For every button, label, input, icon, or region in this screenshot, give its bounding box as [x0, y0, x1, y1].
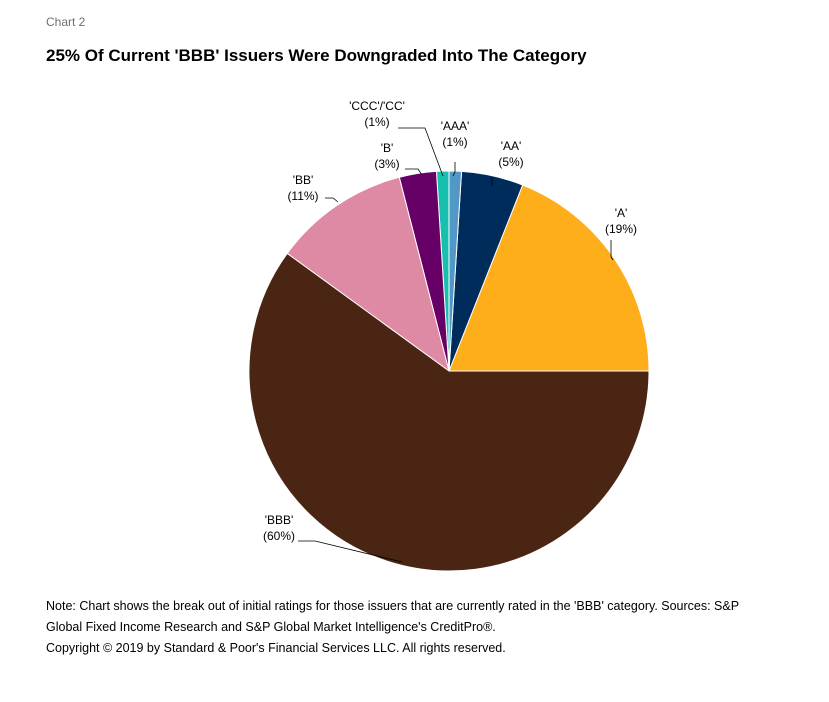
slice-label-2: 'AAA': [441, 119, 470, 133]
leader-line-3: [398, 127, 444, 177]
slice-label-1: 'AA': [501, 139, 522, 153]
slice-value-label-3: (1%): [364, 115, 389, 129]
pie-slices: [248, 170, 650, 572]
note-text: Note: Chart shows the break out of initi…: [46, 599, 739, 634]
leader-lines: [298, 127, 614, 563]
pie-slice-0: [448, 184, 650, 372]
chart-number-label: Chart 2: [46, 15, 86, 29]
leader-line-0: [610, 240, 614, 261]
slice-value-label-0: (19%): [605, 222, 637, 236]
slice-labels: 'A' (19%) 'AA' (5%) 'AAA' (1%) 'CCC'/'CC' (1%) '…: [263, 99, 637, 543]
leader-line-5: [325, 197, 339, 203]
copyright-text: Copyright © 2019 by Standard & Poor's Fi…: [46, 641, 506, 655]
slice-label-5: 'BB': [293, 173, 314, 187]
slice-value-label-6: (60%): [263, 529, 295, 543]
slice-value-label-2: (1%): [442, 135, 467, 149]
chart-footnote: Note: Chart shows the break out of initi…: [46, 596, 746, 659]
slice-value-label-5: (11%): [287, 189, 318, 203]
chart-title: 25% Of Current 'BBB' Issuers Were Downgr…: [46, 46, 587, 65]
slice-label-4: 'B': [381, 141, 394, 155]
pie-slice-6: [248, 252, 650, 572]
pie-slice-5: [286, 176, 450, 373]
slice-value-label-1: (5%): [498, 155, 523, 169]
leader-line-4: [405, 168, 423, 176]
slice-label-3: 'CCC'/'CC': [349, 99, 405, 113]
slice-label-0: 'A': [615, 206, 628, 220]
slice-value-label-4: (3%): [374, 157, 399, 171]
leader-line-2: [452, 162, 456, 177]
pie-chart: 'A' (19%) 'AA' (5%) 'AAA' (1%) 'CCC'/'CC' (1%) '…: [248, 99, 650, 572]
leader-line-6: [298, 540, 403, 563]
slice-label-6: 'BBB': [265, 513, 294, 527]
